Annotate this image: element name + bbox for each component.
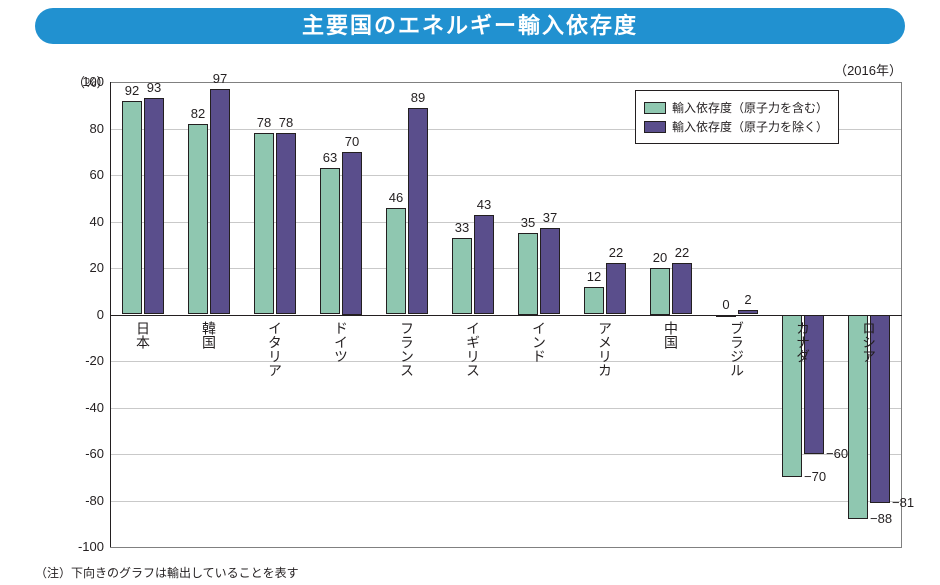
ytick-label: -40 [70,400,104,415]
bar-value-label: 89 [406,90,430,105]
ytick-label: -20 [70,353,104,368]
bar [606,263,626,314]
ytick-label: 60 [70,167,104,182]
bar [144,98,164,314]
bar-value-label: 35 [516,215,540,230]
bar-value-label: 33 [450,220,474,235]
bar [452,238,472,315]
legend-swatch [644,121,666,133]
bar [474,215,494,315]
chart-title: 主要国のエネルギー輸入依存度 [35,8,905,44]
bar [650,268,670,315]
legend-row: 輸入依存度（原子力を除く） [644,118,828,135]
bar-value-label: 97 [208,71,232,86]
category-label: 日本 [136,321,150,349]
ytick-label: 20 [70,260,104,275]
bar-value-label: 22 [604,245,628,260]
bar [540,228,560,314]
chart-plot: -100-80-60-40-200204060801009293日本8297韓国… [110,82,902,547]
legend-row: 輸入依存度（原子力を含む） [644,99,828,116]
legend: 輸入依存度（原子力を含む） 輸入依存度（原子力を除く） [635,90,839,144]
bar [518,233,538,314]
category-label: ドイツ [334,321,348,363]
bar-value-label: 43 [472,197,496,212]
gridline [110,501,902,502]
category-label: 中国 [664,321,678,349]
bar [276,133,296,314]
category-label: インド [532,321,546,363]
ytick-label: 80 [70,121,104,136]
bar-value-label: 0 [714,297,738,312]
bar-value-label: 37 [538,210,562,225]
bar-value-label: 82 [186,106,210,121]
bar-value-label: 20 [648,250,672,265]
bar-value-label: 2 [736,292,760,307]
bar [122,101,142,315]
bar [672,263,692,314]
bar-value-label: 22 [670,245,694,260]
legend-label: 輸入依存度（原子力を除く） [672,118,828,135]
bar [210,89,230,315]
year-label: （2016年） [834,60,902,79]
gridline [110,547,902,548]
ytick-label: 40 [70,214,104,229]
category-label: ブラジル [730,321,744,377]
category-label: イギリス [466,321,480,377]
bar-value-label: 12 [582,269,606,284]
category-label: フランス [400,321,414,377]
legend-swatch [644,102,666,114]
category-label: カナダ [796,321,810,363]
bar [584,287,604,315]
zero-line [110,315,902,316]
bar-value-label: −88 [870,511,906,526]
bar-value-label: 63 [318,150,342,165]
ytick-label: -60 [70,446,104,461]
bar [254,133,274,314]
category-label: 韓国 [202,321,216,349]
ytick-label: -80 [70,493,104,508]
category-label: アメリカ [598,321,612,377]
bar-value-label: 78 [274,115,298,130]
bar [408,108,428,315]
category-label: イタリア [268,321,282,377]
bar [320,168,340,314]
footnote: （注）下向きのグラフは輸出していることを表す [35,564,299,581]
bar-value-label: 46 [384,190,408,205]
category-label: ロシア [862,321,876,363]
bar [188,124,208,315]
bar-value-label: 70 [340,134,364,149]
bar [342,152,362,315]
bar [386,208,406,315]
bar-value-label: 92 [120,83,144,98]
bar-value-label: 93 [142,80,166,95]
ytick-label: -100 [70,539,104,554]
bar-value-label: −81 [892,495,928,510]
bar-value-label: 78 [252,115,276,130]
legend-label: 輸入依存度（原子力を含む） [672,99,828,116]
bar-value-label: −70 [804,469,840,484]
ytick-label: 100 [70,74,104,89]
ytick-label: 0 [70,307,104,322]
